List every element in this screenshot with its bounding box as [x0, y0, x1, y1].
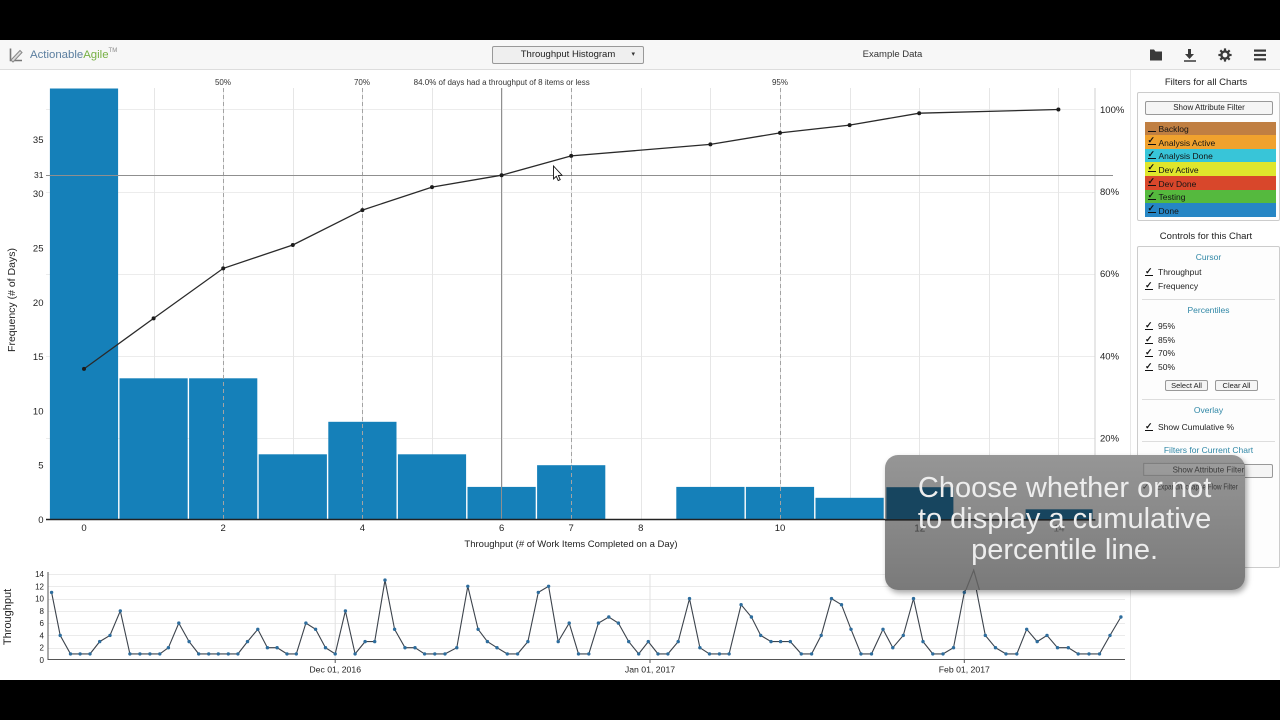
- svg-text:70%: 70%: [354, 78, 370, 87]
- svg-text:12: 12: [35, 582, 44, 591]
- svg-text:80%: 80%: [1100, 187, 1120, 198]
- svg-text:Show Attribute Filter: Show Attribute Filter: [1172, 465, 1244, 474]
- svg-text:Expand/Collapse Flow Filter: Expand/Collapse Flow Filter: [1156, 481, 1237, 491]
- svg-text:31: 31: [34, 170, 44, 180]
- svg-text:2: 2: [40, 644, 45, 653]
- svg-text:14: 14: [35, 570, 44, 579]
- svg-text:84.0% of days had a throughput: 84.0% of days had a throughput of 8 item…: [414, 78, 590, 87]
- svg-text:14: 14: [1053, 523, 1065, 534]
- svg-text:10: 10: [775, 523, 786, 534]
- svg-text:0: 0: [40, 656, 45, 665]
- svg-text:100%: 100%: [1100, 105, 1125, 116]
- svg-text:0: 0: [81, 523, 86, 534]
- svg-text:Dec 01, 2016: Dec 01, 2016: [309, 665, 361, 675]
- svg-text:25: 25: [33, 244, 44, 255]
- svg-text:5: 5: [38, 461, 43, 472]
- svg-text:20: 20: [33, 298, 44, 309]
- svg-text:50%: 50%: [215, 78, 231, 87]
- svg-text:✓: ✓: [1142, 481, 1149, 491]
- svg-text:20%: 20%: [1100, 433, 1120, 444]
- svg-text:60%: 60%: [1100, 269, 1120, 280]
- svg-text:2: 2: [221, 523, 226, 534]
- svg-text:10: 10: [33, 406, 44, 417]
- svg-text:Feb 01, 2017: Feb 01, 2017: [939, 665, 990, 675]
- svg-text:30: 30: [33, 189, 44, 200]
- svg-text:8: 8: [40, 607, 45, 616]
- svg-text:35: 35: [33, 135, 44, 146]
- svg-text:Frequency (# of Days): Frequency (# of Days): [6, 248, 18, 352]
- svg-text:6: 6: [40, 619, 45, 628]
- svg-text:95%: 95%: [772, 78, 788, 87]
- svg-text:15: 15: [33, 352, 44, 363]
- svg-text:40%: 40%: [1100, 351, 1120, 362]
- svg-text:Throughput: Throughput: [2, 589, 14, 645]
- svg-text:4: 4: [360, 523, 365, 534]
- svg-text:4: 4: [40, 631, 45, 640]
- svg-text:10: 10: [35, 595, 44, 604]
- svg-text:12: 12: [914, 523, 926, 534]
- svg-text:6: 6: [499, 523, 504, 534]
- svg-text:7: 7: [569, 523, 574, 534]
- svg-text:8: 8: [638, 523, 643, 534]
- svg-text:Jan 01, 2017: Jan 01, 2017: [625, 665, 675, 675]
- svg-text:0: 0: [38, 515, 43, 526]
- svg-text:Throughput (# of Work Items Co: Throughput (# of Work Items Completed on…: [464, 539, 677, 550]
